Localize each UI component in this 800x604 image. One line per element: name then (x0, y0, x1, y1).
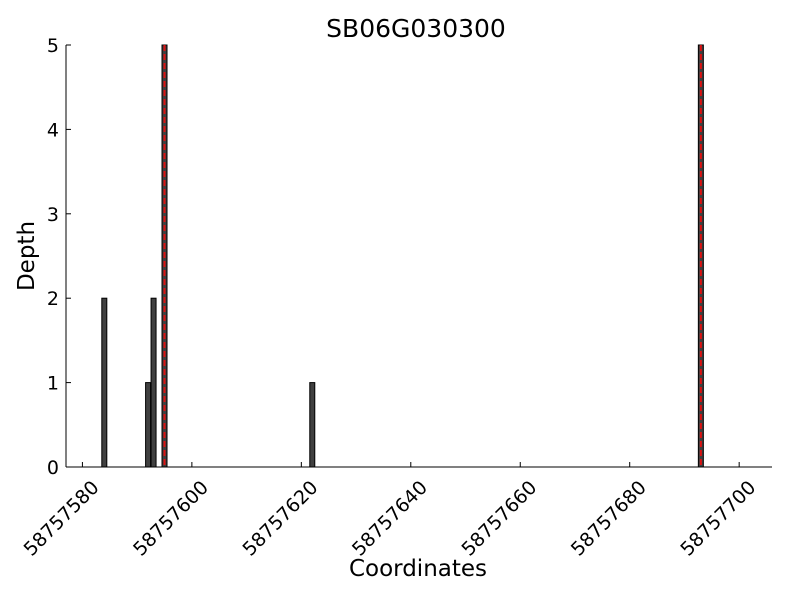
x-tick-label: 58757620 (239, 477, 323, 561)
x-tick-label: 58757700 (676, 477, 760, 561)
bar-0 (101, 297, 108, 468)
chart-title: SB06G030300 (326, 14, 506, 43)
y-tick-label: 4 (47, 119, 59, 141)
y-tick-label: 2 (47, 288, 59, 310)
axes-layer (65, 45, 772, 468)
bars-layer (101, 44, 704, 468)
y-ticks-layer: 0 1 2 3 4 5 (47, 35, 71, 479)
bar-1 (145, 382, 152, 468)
x-tick-label: 58757640 (348, 477, 432, 561)
y-axis-label: Depth (14, 221, 40, 291)
x-ticks-layer: 58757580 58757600 58757620 58757640 58757660… (20, 462, 760, 561)
x-tick-label: 58757600 (129, 477, 213, 561)
bar-2 (150, 297, 157, 468)
x-tick-label: 58757580 (20, 477, 104, 561)
bar-4 (309, 382, 316, 468)
y-tick-label: 5 (47, 35, 59, 57)
y-tick-label: 0 (47, 457, 59, 479)
x-axis-label: Coordinates (349, 556, 487, 582)
y-tick-label: 3 (47, 204, 59, 226)
x-tick-label: 58757680 (567, 477, 651, 561)
x-tick-label: 58757660 (457, 477, 541, 561)
y-tick-label: 1 (47, 373, 59, 395)
